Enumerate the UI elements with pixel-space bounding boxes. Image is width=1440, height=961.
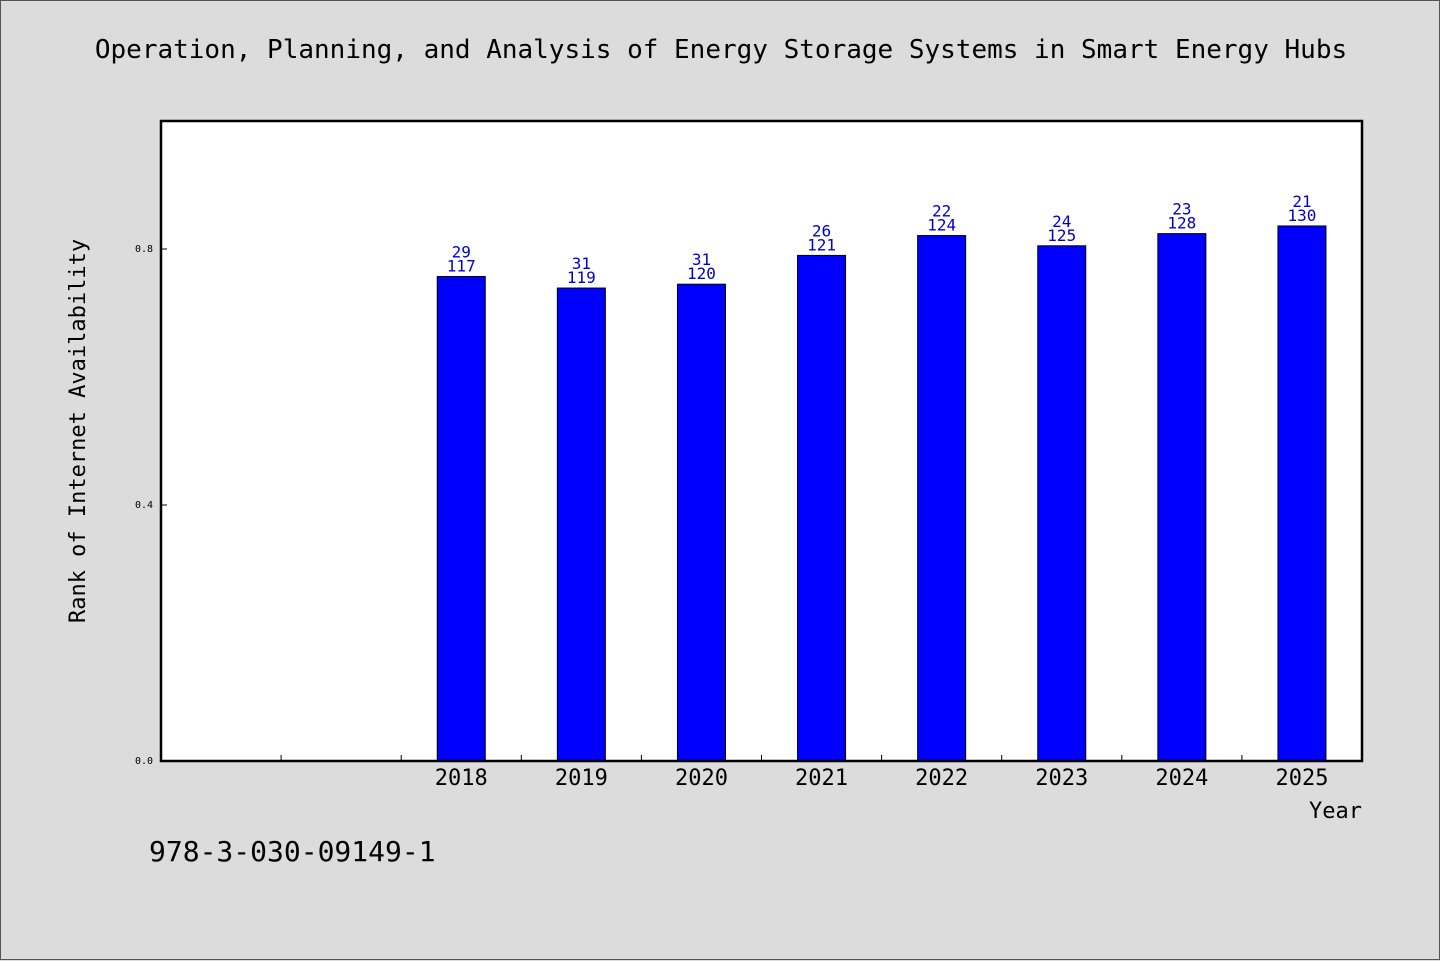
bar-label-top: 23 bbox=[1172, 200, 1191, 219]
bar-label-top: 31 bbox=[572, 254, 591, 273]
x-tick-label: 2018 bbox=[435, 766, 488, 791]
x-tick-label: 2025 bbox=[1275, 766, 1328, 791]
bar-label-bottom: 119 bbox=[567, 268, 596, 287]
bar-label-bottom: 125 bbox=[1047, 226, 1076, 245]
bar bbox=[797, 254, 847, 762]
isbn-label: 978-3-030-09149-1 bbox=[149, 835, 436, 868]
bar bbox=[436, 276, 486, 762]
bar-label-top: 29 bbox=[452, 243, 471, 262]
x-tick-label: 2022 bbox=[915, 766, 968, 791]
bar-label-bottom: 117 bbox=[447, 257, 476, 276]
x-tick-label: 2023 bbox=[1035, 766, 1088, 791]
bar-label-top: 22 bbox=[932, 202, 951, 221]
x-tick-label: 2020 bbox=[675, 766, 728, 791]
bar bbox=[1037, 245, 1087, 762]
bar bbox=[676, 283, 726, 762]
bar-label-bottom: 121 bbox=[807, 235, 836, 254]
bar bbox=[917, 235, 967, 762]
bar-label-bottom: 130 bbox=[1287, 206, 1316, 225]
y-tick-label: 0.4 bbox=[135, 500, 153, 511]
y-tick-label: 0.0 bbox=[135, 756, 153, 767]
chart-title: Operation, Planning, and Analysis of Ene… bbox=[94, 35, 1348, 65]
bar-label-top: 24 bbox=[1052, 212, 1071, 231]
bar-label-bottom: 124 bbox=[927, 216, 956, 235]
bar-label-top: 21 bbox=[1292, 192, 1311, 211]
bar-label-top: 26 bbox=[812, 221, 831, 240]
y-tick-label: 0.8 bbox=[135, 244, 153, 255]
bar-label-bottom: 120 bbox=[687, 264, 716, 283]
plot-frame bbox=[159, 119, 1364, 763]
x-tick-label: 2019 bbox=[555, 766, 608, 791]
bar bbox=[1277, 225, 1327, 762]
x-tick-label: 2021 bbox=[795, 766, 848, 791]
bar bbox=[556, 287, 606, 762]
x-tick-label: 2024 bbox=[1155, 766, 1208, 791]
y-axis-label: Rank of Internet Availability bbox=[66, 239, 91, 623]
bar bbox=[1157, 233, 1207, 762]
bar-label-top: 31 bbox=[692, 250, 711, 269]
x-axis-label: Year bbox=[1309, 799, 1362, 824]
bar-label-bottom: 128 bbox=[1167, 214, 1196, 233]
